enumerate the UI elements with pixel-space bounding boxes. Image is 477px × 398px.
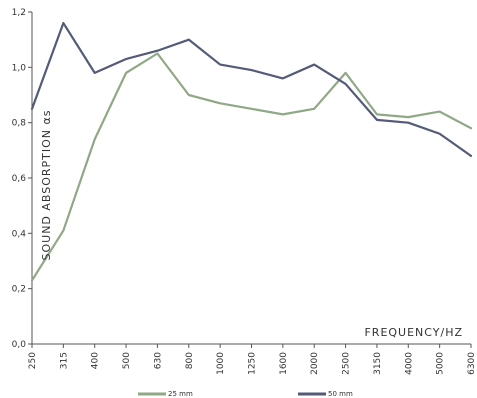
x-tick-label: 2500 xyxy=(342,352,352,375)
x-tick-label: 1250 xyxy=(248,352,258,375)
y-tick-label: 0,0 xyxy=(12,340,27,350)
x-tick-label: 1600 xyxy=(279,352,289,375)
x-tick-label: 800 xyxy=(185,352,195,369)
x-tick-label: 400 xyxy=(91,352,101,369)
y-axis-title: SOUND ABSORPTION αs xyxy=(40,109,53,260)
x-tick-label: 5000 xyxy=(436,352,446,375)
series-line-50-mm xyxy=(30,21,473,157)
x-tick-label: 3150 xyxy=(373,352,383,375)
y-tick-label: 0,8 xyxy=(12,119,27,129)
plot-area: 0,0 0,2 0,4 0,6 0,8 1,0 1,2 250 315 400 500 630 800 1… xyxy=(12,8,477,375)
y-tick-label: 1,0 xyxy=(12,63,27,73)
series-line-25-mm xyxy=(30,52,473,282)
x-tick-label: 315 xyxy=(59,352,69,369)
x-axis-title: FREQUENCY/HZ xyxy=(364,326,463,339)
x-tick-label: 4000 xyxy=(404,352,414,375)
y-tick-label: 0,6 xyxy=(12,174,27,184)
y-tick-label: 0,2 xyxy=(12,285,26,295)
x-tick-label: 2000 xyxy=(310,352,320,375)
x-tick-label: 250 xyxy=(28,352,38,369)
legend-label: 50 mm xyxy=(328,390,353,398)
x-tick-label: 630 xyxy=(153,352,163,369)
y-tick-label: 0,4 xyxy=(12,229,27,239)
x-tick-label: 1000 xyxy=(216,352,226,375)
legend-label: 25 mm xyxy=(168,390,193,398)
x-tick-label: 6300 xyxy=(467,352,477,375)
legend: 25 mm 50 mm xyxy=(138,390,353,398)
y-tick-label: 1,2 xyxy=(12,8,26,18)
x-tick-label: 500 xyxy=(122,352,132,369)
